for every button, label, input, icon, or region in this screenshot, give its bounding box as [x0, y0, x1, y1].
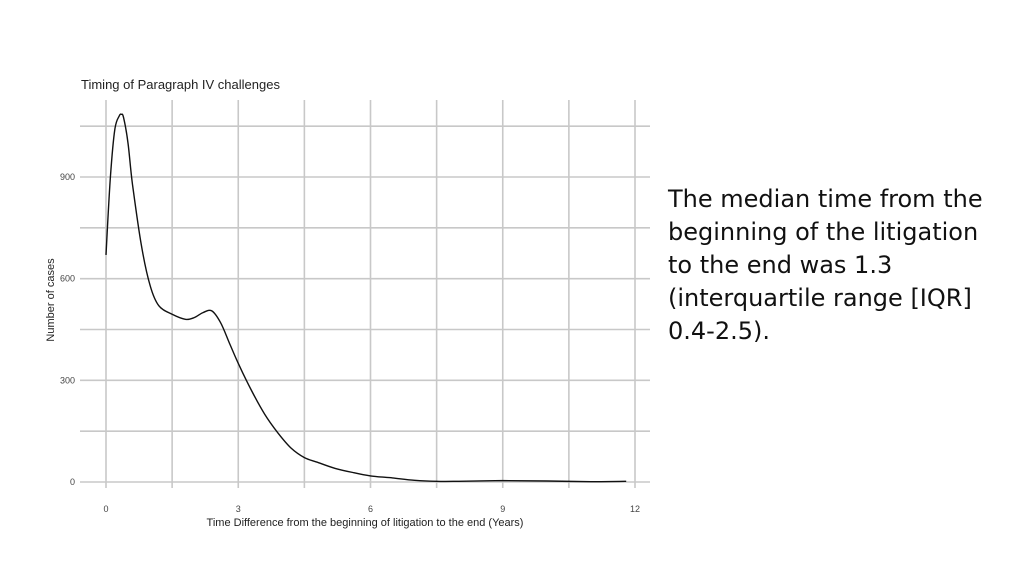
- x-axis-label: Time Difference from the beginning of li…: [207, 517, 524, 529]
- y-axis-label: Number of cases: [45, 258, 57, 342]
- x-tick-label: 12: [630, 504, 640, 514]
- x-tick-label: 9: [500, 504, 505, 514]
- y-tick-label: 0: [70, 477, 75, 487]
- density-line: [105, 113, 627, 483]
- x-tick-label: 6: [368, 504, 373, 514]
- y-tick-label: 300: [60, 375, 75, 385]
- grid-lines: [80, 100, 650, 488]
- axis-ticks: 0 3 6 9 12 0 300 600 900: [60, 172, 640, 514]
- y-tick-label: 600: [60, 274, 75, 284]
- median-summary-text: The median time from the beginning of th…: [668, 185, 983, 345]
- x-tick-label: 3: [236, 504, 241, 514]
- chart-title: Timing of Paragraph IV challenges: [81, 77, 280, 92]
- x-tick-label: 0: [103, 504, 108, 514]
- y-tick-label: 900: [60, 172, 75, 182]
